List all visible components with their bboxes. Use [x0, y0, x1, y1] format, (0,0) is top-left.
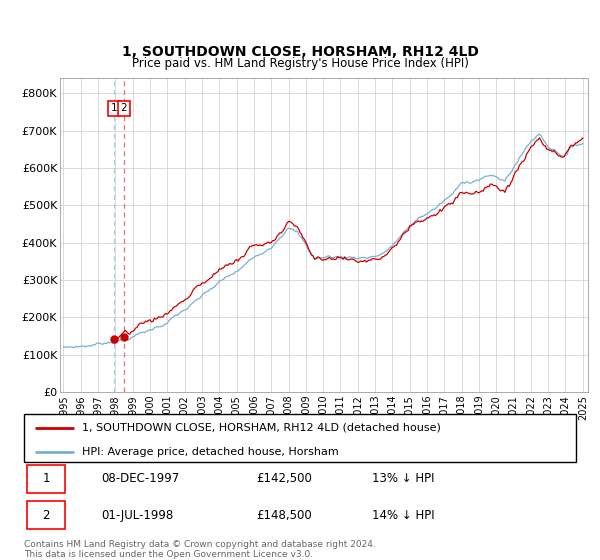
- FancyBboxPatch shape: [27, 501, 65, 529]
- Text: 1: 1: [43, 473, 50, 486]
- FancyBboxPatch shape: [24, 414, 576, 462]
- Text: Contains HM Land Registry data © Crown copyright and database right 2024.: Contains HM Land Registry data © Crown c…: [24, 540, 376, 549]
- Text: 14% ↓ HPI: 14% ↓ HPI: [372, 508, 434, 521]
- Text: 08-DEC-1997: 08-DEC-1997: [101, 473, 179, 486]
- Text: This data is licensed under the Open Government Licence v3.0.: This data is licensed under the Open Gov…: [24, 550, 313, 559]
- Text: £148,500: £148,500: [256, 508, 311, 521]
- Text: £142,500: £142,500: [256, 473, 312, 486]
- Text: HPI: Average price, detached house, Horsham: HPI: Average price, detached house, Hors…: [82, 446, 339, 456]
- Text: Price paid vs. HM Land Registry's House Price Index (HPI): Price paid vs. HM Land Registry's House …: [131, 57, 469, 70]
- Text: 1, SOUTHDOWN CLOSE, HORSHAM, RH12 4LD (detached house): 1, SOUTHDOWN CLOSE, HORSHAM, RH12 4LD (d…: [82, 423, 441, 433]
- Text: 13% ↓ HPI: 13% ↓ HPI: [372, 473, 434, 486]
- Text: 2: 2: [43, 508, 50, 521]
- FancyBboxPatch shape: [27, 465, 65, 493]
- Text: 1, SOUTHDOWN CLOSE, HORSHAM, RH12 4LD: 1, SOUTHDOWN CLOSE, HORSHAM, RH12 4LD: [122, 45, 478, 59]
- Text: 2: 2: [121, 103, 127, 113]
- Text: 01-JUL-1998: 01-JUL-1998: [101, 508, 173, 521]
- Text: 1: 1: [110, 103, 118, 113]
